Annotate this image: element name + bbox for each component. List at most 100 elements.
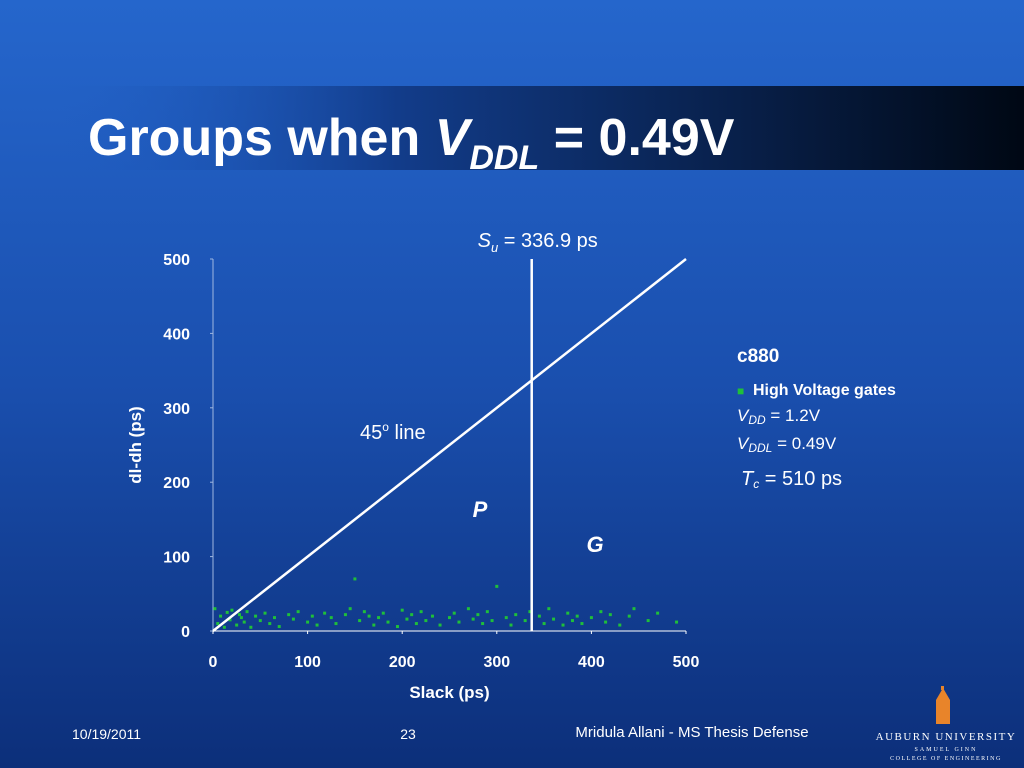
point — [580, 622, 584, 626]
point — [599, 610, 603, 614]
point — [471, 617, 475, 621]
point — [249, 625, 253, 629]
point — [367, 614, 371, 618]
point — [239, 616, 243, 620]
x-tick-label: 400 — [578, 654, 605, 671]
point — [448, 616, 451, 620]
point — [348, 607, 352, 611]
point — [537, 614, 541, 618]
x-tick-label: 500 — [673, 654, 700, 671]
footer-author: Mridula Allani - MS Thesis Defense — [575, 724, 808, 741]
point — [528, 610, 532, 614]
point — [575, 614, 579, 618]
point — [646, 619, 650, 623]
point — [343, 613, 347, 617]
x-tick-label: 0 — [209, 654, 218, 671]
point — [504, 616, 508, 620]
y-tick-label: 200 — [163, 475, 190, 492]
point — [419, 610, 423, 614]
point — [310, 614, 314, 618]
point — [228, 618, 232, 622]
point — [230, 608, 234, 612]
y-tick-label: 400 — [163, 326, 190, 343]
x-tick-label: 300 — [483, 654, 510, 671]
note-text: = 0.49V — [772, 434, 837, 453]
point — [237, 613, 241, 617]
point — [235, 623, 239, 627]
threshold-symbol: S — [478, 230, 492, 252]
point — [395, 625, 399, 629]
point — [216, 622, 220, 626]
logo-text: SAMUEL GINN — [915, 747, 978, 753]
symbol: V — [737, 434, 749, 453]
point — [656, 611, 660, 615]
x-tick-label: 100 — [294, 654, 321, 671]
point — [485, 610, 489, 614]
point — [627, 614, 631, 618]
threshold-text: = 336.9 ps — [498, 230, 598, 252]
vdd-note: VDD = 1.2V — [737, 404, 907, 432]
point — [323, 611, 327, 615]
point — [287, 613, 291, 617]
point — [457, 620, 461, 624]
title-text: = 0.49V — [539, 109, 734, 167]
y-tick-label: 300 — [163, 401, 190, 418]
legend-label: High Voltage gates — [753, 382, 896, 399]
point — [254, 614, 258, 618]
point — [542, 622, 546, 626]
legend-entry: ■ High Voltage gates — [737, 378, 907, 404]
title: Groups when VDDL = 0.49V — [88, 109, 735, 177]
plot: 0 100 200 300 400 500 0 100 200 300 400 500 Slack (p… — [126, 230, 699, 702]
point — [424, 619, 428, 623]
y-tick-label: 0 — [181, 624, 190, 641]
vddl-note: VDDL = 0.49V — [737, 432, 907, 460]
point — [358, 619, 362, 623]
x-axis-label: Slack (ps) — [409, 683, 489, 702]
subscript: DDL — [748, 441, 773, 455]
point — [495, 584, 499, 588]
title-subscript: DDL — [469, 139, 539, 177]
symbol: T — [741, 468, 754, 490]
point — [263, 611, 267, 615]
y-tick-label: 500 — [163, 252, 190, 269]
point — [452, 611, 456, 615]
title-symbol: V — [435, 109, 474, 167]
point — [552, 617, 556, 621]
diagonal-label-text: line — [389, 422, 426, 444]
point — [410, 613, 414, 617]
point — [566, 611, 570, 615]
x-tick-label: 200 — [389, 654, 416, 671]
point — [561, 623, 565, 627]
point — [570, 619, 574, 623]
point — [315, 623, 319, 627]
point — [430, 614, 434, 618]
point — [604, 620, 608, 624]
point — [514, 613, 518, 617]
point — [523, 619, 527, 623]
point — [509, 623, 513, 627]
point — [414, 622, 418, 626]
point — [476, 613, 480, 617]
point — [490, 619, 494, 623]
diagonal-label-sup: o — [382, 420, 389, 434]
circuit-name: c880 — [737, 346, 780, 367]
point — [258, 619, 262, 623]
point — [306, 620, 310, 624]
notes-panel: c880 ■ High Voltage gates VDD = 1.2V VDDL… — [737, 346, 907, 497]
point — [291, 617, 295, 621]
point — [547, 607, 551, 611]
region-label: P — [473, 497, 488, 522]
diagonal-label-text: 45 — [360, 422, 382, 444]
title-bar — [60, 86, 1024, 170]
footer-page: 23 — [400, 726, 416, 742]
title-text: Groups when — [88, 109, 435, 167]
logo-icon — [936, 686, 950, 724]
point — [481, 622, 485, 626]
point — [618, 623, 622, 627]
point — [386, 620, 390, 624]
threshold-label: Su = 336.9 ps — [478, 230, 598, 255]
point — [589, 616, 593, 620]
point — [242, 620, 246, 624]
